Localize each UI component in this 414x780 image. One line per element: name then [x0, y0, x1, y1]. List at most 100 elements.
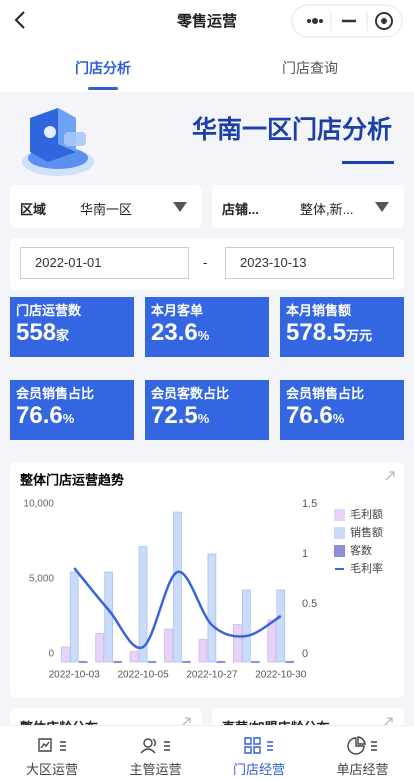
kpi-card: 本月客单 23.6%: [145, 297, 269, 357]
x-tick-label: 2022-10-30: [255, 670, 307, 681]
back-icon[interactable]: [14, 11, 25, 29]
icon-lines: [163, 741, 170, 751]
kpi-label: 会员客数占比: [151, 386, 230, 401]
legend-label: 销售额: [350, 525, 383, 539]
start-date[interactable]: 2022-01-01: [20, 247, 189, 279]
kpi-value-row: 76.6%: [16, 402, 128, 433]
banner-title: 华南一区门店分析: [191, 116, 392, 144]
kpi-card: 门店运营数 558家: [10, 297, 134, 357]
kpi-label: 会员销售占比: [286, 386, 365, 401]
bottom-nav: 大区运营 主管运营 门店经营 单店经营: [0, 725, 414, 780]
x-tick-label: 2022-10-05: [117, 670, 169, 681]
legend-swatch: [334, 527, 345, 539]
y2-tick-label: 0.5: [302, 598, 317, 610]
nav-label[interactable]: 大区运营: [25, 762, 78, 777]
nav-label[interactable]: 单店经营: [336, 762, 389, 777]
legend-label: 毛利额: [350, 508, 383, 521]
bar: [60, 646, 70, 663]
dropdown-arrow[interactable]: [172, 201, 188, 213]
bar: [216, 660, 226, 664]
legend-label: 客数: [350, 543, 372, 557]
icon-lines: [60, 741, 66, 751]
kpi-unit: 家: [56, 328, 70, 343]
filter-card[interactable]: 区域 华南一区: [10, 185, 202, 228]
nav-label[interactable]: 主管运营: [129, 762, 182, 777]
kpi-value-row: 558家: [16, 319, 128, 350]
bar: [104, 571, 113, 663]
bar: [113, 660, 122, 664]
legend-swatch: [334, 509, 345, 521]
bar: [267, 619, 277, 663]
bar: [173, 511, 182, 663]
icon-lines: [370, 741, 377, 751]
arrow: [383, 717, 393, 727]
date-range: 2022-01-01 - 2023-10-13: [10, 238, 404, 290]
kpi-label: 本月销售额: [286, 303, 352, 318]
tab[interactable]: 门店分析: [75, 60, 131, 76]
bar: [285, 660, 295, 664]
y-tick-label: 10,000: [23, 499, 54, 510]
arrow: [375, 202, 389, 212]
filter-value: 整体,新...: [300, 202, 354, 217]
expand-icon[interactable]: [180, 716, 192, 728]
filter-label: 店铺...: [222, 202, 259, 217]
kpi-value: 76.6: [286, 402, 333, 429]
kpi-unit: %: [197, 411, 210, 426]
bar: [164, 628, 173, 663]
kpi-value: 23.6: [151, 319, 198, 346]
dropdown-arrow[interactable]: [374, 201, 390, 213]
y-tick-label: 5,000: [29, 574, 54, 585]
x-tick-label: 2022-10-27: [186, 670, 238, 681]
kpi-card: 会员客数占比 72.5%: [145, 380, 269, 440]
y-tick-label: 0: [48, 649, 54, 660]
end-date[interactable]: 2023-10-13: [225, 247, 394, 279]
kpi-value: 558: [16, 319, 57, 346]
kpi-card: 本月销售额 578.5万元: [280, 297, 404, 357]
icon-lines: [267, 741, 273, 751]
banner-icon: [22, 108, 94, 176]
filter-value: 华南一区: [80, 202, 133, 217]
kpi-unit: 万元: [346, 328, 373, 343]
kpi-card: 会员销售占比 76.6%: [280, 380, 404, 440]
bar: [276, 589, 286, 663]
legend-swatch: [334, 545, 345, 557]
kpi-value: 76.6: [16, 402, 63, 429]
nav-icon[interactable]: [139, 736, 176, 756]
bar: [138, 546, 148, 663]
bar: [129, 651, 139, 663]
kpi-label: 门店运营数: [16, 303, 82, 318]
bar: [233, 624, 242, 663]
bar: [95, 633, 104, 663]
y2-tick-label: 1: [302, 548, 308, 560]
title-bar: [14, 4, 403, 38]
icon: [38, 738, 52, 752]
kpi-value-row: 76.6%: [286, 402, 398, 433]
bar: [147, 660, 157, 664]
y2-tick-label: 1.5: [302, 498, 317, 510]
close-icon[interactable]: [375, 12, 393, 30]
nav-label[interactable]: 门店经营: [232, 762, 285, 777]
legend-label: 毛利率: [350, 561, 383, 575]
filter-card[interactable]: 店铺... 整体,新...: [212, 185, 404, 228]
kpi-value-row: 72.5%: [151, 402, 263, 433]
kpi-unit: %: [332, 411, 345, 426]
nav-icon[interactable]: [36, 736, 72, 756]
icon: [346, 736, 366, 755]
chart: 整体门店运营趋势 0 5,000 10,000 0 0.5 1 1.5 2022-10-03 2…: [19, 471, 395, 681]
nav-icon[interactable]: [346, 736, 383, 756]
nav-icon[interactable]: [243, 736, 279, 756]
bar: [182, 660, 191, 664]
expand-icon[interactable]: [382, 716, 394, 728]
kpi-value: 72.5: [151, 402, 198, 429]
bar: [69, 571, 79, 663]
icon: [139, 738, 156, 754]
arrow: [181, 717, 191, 727]
kpi-unit: %: [197, 328, 210, 343]
bar: [242, 589, 251, 663]
expand-icon[interactable]: [385, 471, 395, 481]
tab[interactable]: 门店查询: [282, 60, 338, 76]
kpi-label: 会员销售占比: [16, 386, 95, 401]
kpi-label: 本月客单: [151, 303, 204, 318]
page-title: 零售运营: [176, 13, 237, 30]
